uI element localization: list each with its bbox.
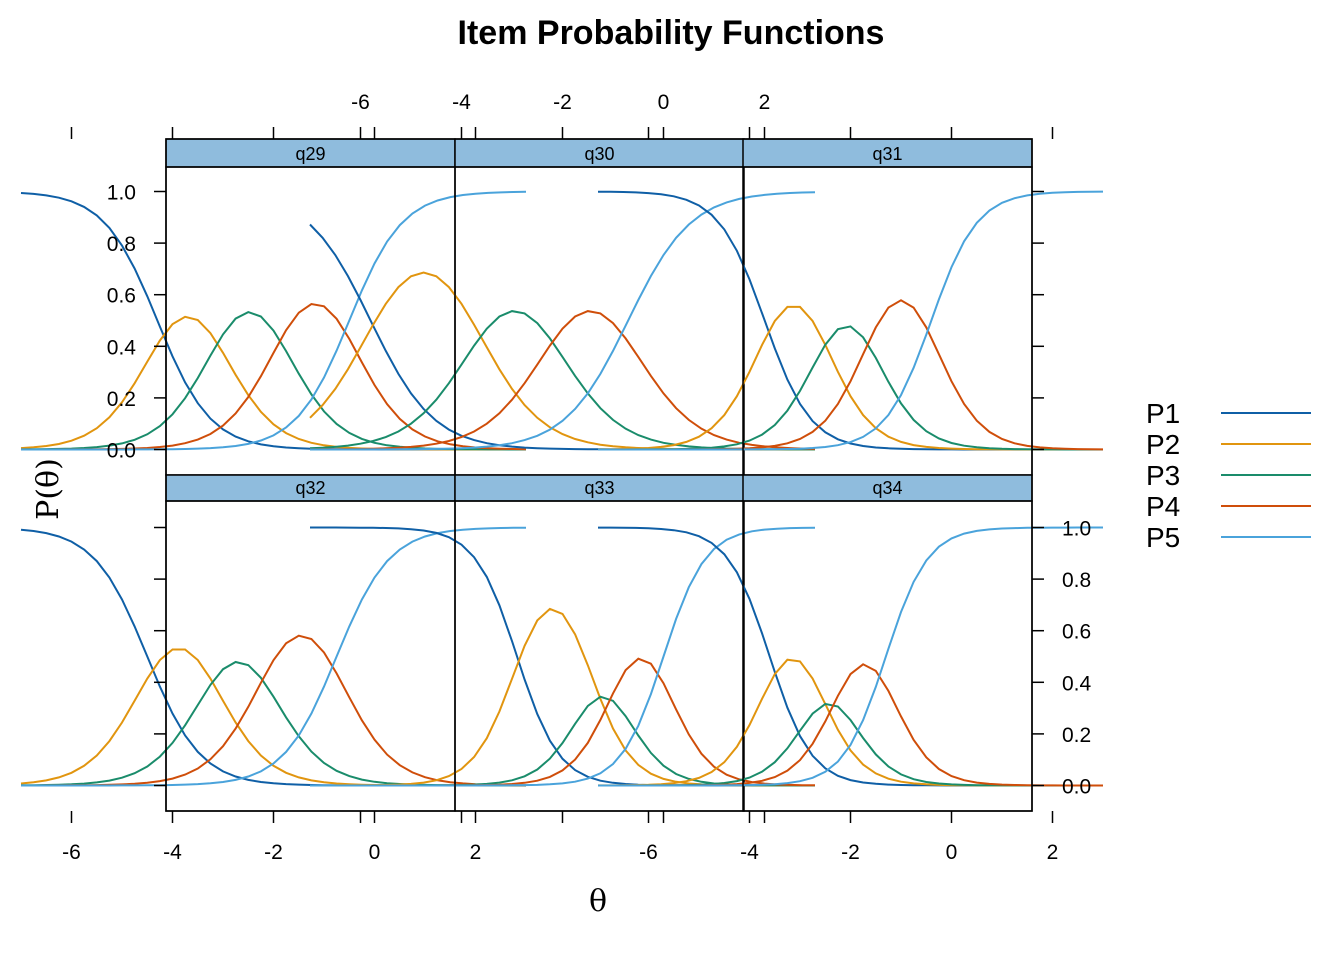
x-tick-label: -4 [163, 841, 182, 864]
panel-strip-label: q29 [295, 144, 325, 164]
x-tick-label: -6 [351, 91, 370, 114]
panel-q32: q32 [20, 474, 527, 812]
series-line-p5-q30 [310, 191, 816, 451]
x-tick-label: 0 [658, 91, 670, 114]
x-tick-label: 2 [470, 841, 482, 864]
panel-strip-label: q34 [872, 478, 902, 498]
y-tick-label: 1.0 [1062, 518, 1091, 541]
series-line-p2-q31 [597, 305, 1103, 451]
series-line-p4-q33 [310, 657, 816, 787]
panel-strip-label: q31 [872, 144, 902, 164]
panel-q34: q34 [598, 474, 1103, 812]
y-tick-label: 0.4 [107, 336, 137, 359]
panel-q31: q31 [597, 138, 1104, 476]
panel-strip-label: q30 [584, 144, 614, 164]
series-line-p4-q31 [598, 299, 1104, 451]
chart-title: Item Probability Functions [458, 14, 885, 52]
series-line-p2-q34 [598, 658, 1103, 787]
series-line-p5-q32 [21, 526, 527, 787]
series-line-p1-q29 [20, 192, 526, 451]
series-line-p4-q30 [309, 310, 816, 451]
series-line-p1-q34 [598, 526, 1103, 787]
series-line-p4-q34 [598, 663, 1103, 787]
plot-frame [165, 138, 1033, 812]
x-axis-label: θ [589, 884, 607, 919]
legend-label-p4: P4 [1146, 491, 1180, 522]
panel-border [454, 500, 745, 812]
y-tick-label: 0.6 [107, 285, 136, 308]
series-line-p2-q30 [309, 271, 815, 451]
panel-strip-label: q32 [295, 478, 325, 498]
x-tick-label: 0 [946, 841, 958, 864]
series-line-p1-q33 [310, 526, 815, 787]
y-tick-label: 0.0 [1062, 776, 1091, 799]
x-tick-label: 2 [759, 91, 771, 114]
axes: -6 -4 -2 0 2 -6 -4 -2 0 2 -6 -4 -2 0 2 0.0 0.0 0.2 0.2 0.4 0… [62, 91, 1091, 864]
legend-label-p5: P5 [1146, 522, 1180, 553]
series-line-p1-q31 [597, 190, 1103, 451]
series-line-p5-q33 [310, 526, 816, 787]
x-tick-label: -6 [639, 841, 658, 864]
x-tick-label: -4 [452, 91, 471, 114]
panel-border [742, 166, 1033, 476]
x-tick-label: -4 [740, 841, 759, 864]
y-tick-label: 0.2 [107, 388, 136, 411]
x-tick-label: -6 [62, 841, 81, 864]
series-line-p2-q32 [20, 648, 526, 787]
y-tick-label: 0.4 [1062, 672, 1092, 695]
y-tick-label: 0.8 [1062, 569, 1091, 592]
series-line-p5-q29 [21, 190, 527, 451]
panel-q29: q29 [20, 138, 527, 476]
series-line-p5-q34 [598, 526, 1103, 787]
legend-label-p3: P3 [1146, 460, 1180, 491]
y-tick-label: 0.6 [1062, 621, 1091, 644]
series-line-p3-q32 [20, 660, 526, 787]
panel-strip-label: q33 [584, 478, 614, 498]
y-tick-label: 0.0 [107, 440, 136, 463]
x-tick-label: 0 [369, 841, 381, 864]
y-tick-label: 1.0 [107, 182, 136, 205]
series-line-p1-q32 [20, 528, 526, 787]
y-tick-label: 0.2 [1062, 724, 1091, 747]
y-tick-label: 0.8 [107, 233, 136, 256]
series-line-p3-q30 [309, 310, 815, 451]
panel-strip [742, 138, 1033, 168]
x-tick-label: -2 [553, 91, 572, 114]
series-line-p3-q31 [598, 325, 1103, 451]
series-line-p5-q31 [598, 190, 1104, 451]
panel-q33: q33 [310, 474, 816, 812]
panel-border [165, 500, 456, 812]
legend-label-p1: P1 [1146, 398, 1180, 429]
panels: q29 q30 q31 q32 q33 q34 [20, 138, 1104, 812]
legend-label-p2: P2 [1146, 429, 1180, 460]
y-axis-label: P(θ) [31, 458, 66, 520]
x-tick-label: -2 [841, 841, 860, 864]
panel-q30: q30 [309, 138, 816, 476]
x-tick-label: 2 [1047, 841, 1059, 864]
panel-strip [454, 474, 745, 502]
x-tick-label: -2 [264, 841, 283, 864]
